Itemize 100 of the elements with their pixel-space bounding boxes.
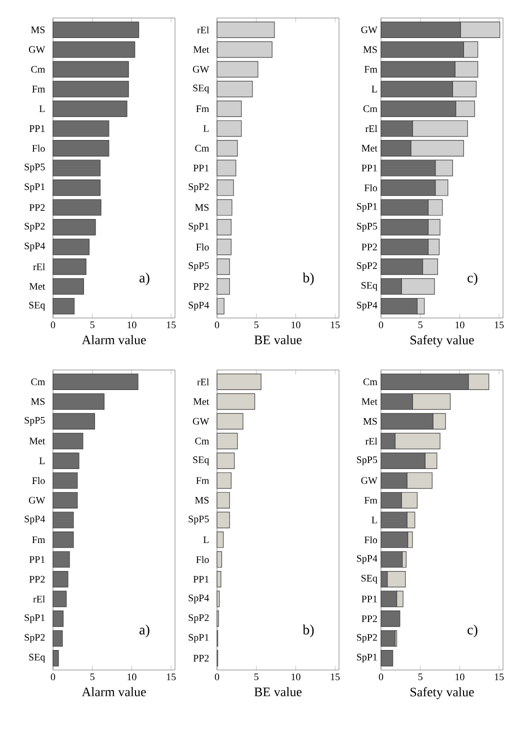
y-tick-label: L [39,458,45,464]
y-tick-label: Met [193,398,210,405]
y-tick-label: PP1 [193,576,209,583]
y-tick-label: SpP1 [188,222,209,232]
y-tick-label: MS [31,398,45,405]
y-tick-label: SpP4 [188,302,210,311]
y-tick-label: SpP5 [188,516,209,524]
x-tick-label: 5 [90,674,94,680]
y-tick-label: PP2 [193,283,209,290]
x-tick-label: 5 [90,322,94,328]
annotation: a) [140,272,150,286]
y-tick-label: SpP1 [357,203,377,212]
y-tick-label: SpP4 [357,555,378,564]
y-tick-label: SpP1 [24,614,45,624]
y-tick-label: Cm [31,66,46,73]
y-tick-label: MS [195,496,209,504]
x-tick-label: 0 [214,322,220,328]
x-tick-label: 15 [494,322,504,328]
y-tick-label: PP2 [29,204,45,211]
y-tick-label: SpP2 [188,183,209,192]
x-tick-label: 0 [378,322,384,328]
y-tick-label: Fm [196,477,210,484]
y-tick-label: SEq [193,84,210,94]
y-tick-label: GW [192,418,210,425]
x-tick-label: 0 [214,674,220,680]
y-tick-label: rEl [365,438,378,445]
y-tick-label: SEq [361,574,378,584]
y-tick-label: Flo [196,556,209,563]
x-tick-label: 0 [378,674,384,680]
y-tick-label: MS [363,46,377,53]
y-tick-label: SpP5 [188,262,209,272]
y-tick-label: SpP2 [24,634,45,643]
y-tick-label: L [372,516,377,524]
y-tick-label: PP1 [29,556,45,563]
y-tick-label: Flo [32,477,45,484]
y-tick-label: rEl [197,26,209,34]
x-tick-label: 0 [50,322,56,328]
y-tick-label: Met [29,438,46,444]
y-tick-label: SEq [361,282,378,291]
x-tick-label: 5 [254,674,258,680]
x-axis-title: Alarm value [82,335,146,344]
y-tick-label: L [203,536,209,544]
y-tick-label: Met [362,144,378,152]
y-tick-label: PP2 [29,576,45,583]
x-axis-title: Alarm value [82,687,146,696]
y-tick-label: Cm [195,144,210,152]
x-tick-label: 5 [418,674,422,680]
x-axis-title: BE value [254,687,302,696]
x-tick-label: 15 [330,674,340,680]
y-tick-label: Fm [196,106,210,112]
x-tick-label: 15 [166,322,176,328]
y-tick-label: Fm [32,86,46,92]
y-tick-label: rEl [33,263,45,270]
y-tick-label: SpP4 [24,516,46,524]
x-tick-label: 15 [330,322,340,328]
y-tick-label: SpP4 [357,302,378,311]
y-tick-label: MS [363,418,377,425]
y-tick-label: Flo [196,243,209,250]
y-tick-label: Fm [364,496,378,504]
y-tick-label: SpP2 [357,634,377,643]
annotation: b) [302,624,314,638]
y-tick-label: MS [31,26,45,34]
y-tick-label: SpP1 [188,634,209,643]
y-tick-label: L [39,106,45,112]
annotation: a) [140,624,150,638]
y-tick-label: SEq [193,456,210,466]
y-tick-label: Flo [364,536,378,544]
x-tick-label: 10 [292,674,300,680]
x-tick-label: 0 [50,674,56,680]
x-tick-label: 15 [494,674,504,680]
x-axis-title: Safety value [410,687,474,700]
y-tick-label: rEl [33,595,45,602]
y-tick-label: SEq [29,654,46,663]
y-tick-label: Met [193,46,210,53]
y-tick-label: GW [192,66,210,73]
y-tick-label: L [372,86,377,92]
x-tick-label: 10 [292,322,300,328]
x-tick-label: 15 [166,674,176,680]
y-tick-label: GW [28,496,46,504]
y-tick-label: Flo [32,144,45,152]
y-tick-label: GW [361,26,378,34]
annotation: b) [302,272,314,286]
y-tick-label: PP1 [362,596,377,602]
y-tick-label: SpP1 [24,183,45,192]
y-tick-label: SpP5 [357,222,378,232]
x-tick-label: 5 [418,322,422,328]
y-tick-label: PP2 [362,244,377,250]
annotation: c) [468,624,478,638]
x-axis-title: Safety value [410,335,474,348]
y-tick-label: SpP4 [24,242,46,252]
x-tick-label: 5 [254,322,258,328]
x-tick-label: 10 [456,674,464,680]
y-tick-label: SpP5 [24,164,45,172]
y-tick-label: SEq [29,302,46,311]
y-tick-label: Cm [363,105,378,112]
y-tick-label: PP1 [362,164,377,172]
x-tick-label: 10 [456,322,464,328]
y-tick-label: rEl [365,125,378,132]
y-tick-label: PP1 [29,125,45,132]
x-tick-label: 10 [128,322,136,328]
